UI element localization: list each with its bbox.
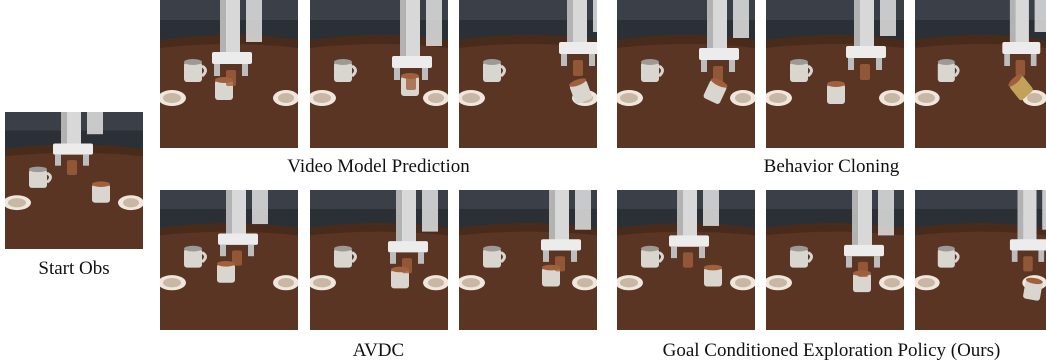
- avdc-frame-1: [160, 190, 298, 330]
- start-obs-caption: Start Obs: [38, 258, 110, 279]
- behavior-cloning-frame-2: [766, 0, 904, 148]
- avdc-frame-2: [310, 190, 448, 330]
- video-prediction-frame-1: [160, 0, 298, 148]
- start-obs-frame: [5, 112, 143, 249]
- avdc-caption: AVDC: [352, 340, 405, 361]
- video-prediction-frame-2: [310, 0, 448, 148]
- avdc-frame-3: [459, 190, 597, 330]
- goal-conditioned-frame-3: [915, 190, 1046, 330]
- goal-conditioned-frame-2: [766, 190, 904, 330]
- behavior-cloning-caption: Behavior Cloning: [763, 156, 900, 177]
- behavior-cloning-frame-1: [617, 0, 755, 148]
- video-prediction-frame-3: [459, 0, 597, 148]
- behavior-cloning-frame-3: [915, 0, 1046, 148]
- goal-conditioned-frame-1: [617, 190, 755, 330]
- goal-conditioned-caption: Goal Conditioned Exploration Policy (Our…: [662, 340, 1001, 361]
- video-prediction-caption: Video Model Prediction: [287, 156, 470, 177]
